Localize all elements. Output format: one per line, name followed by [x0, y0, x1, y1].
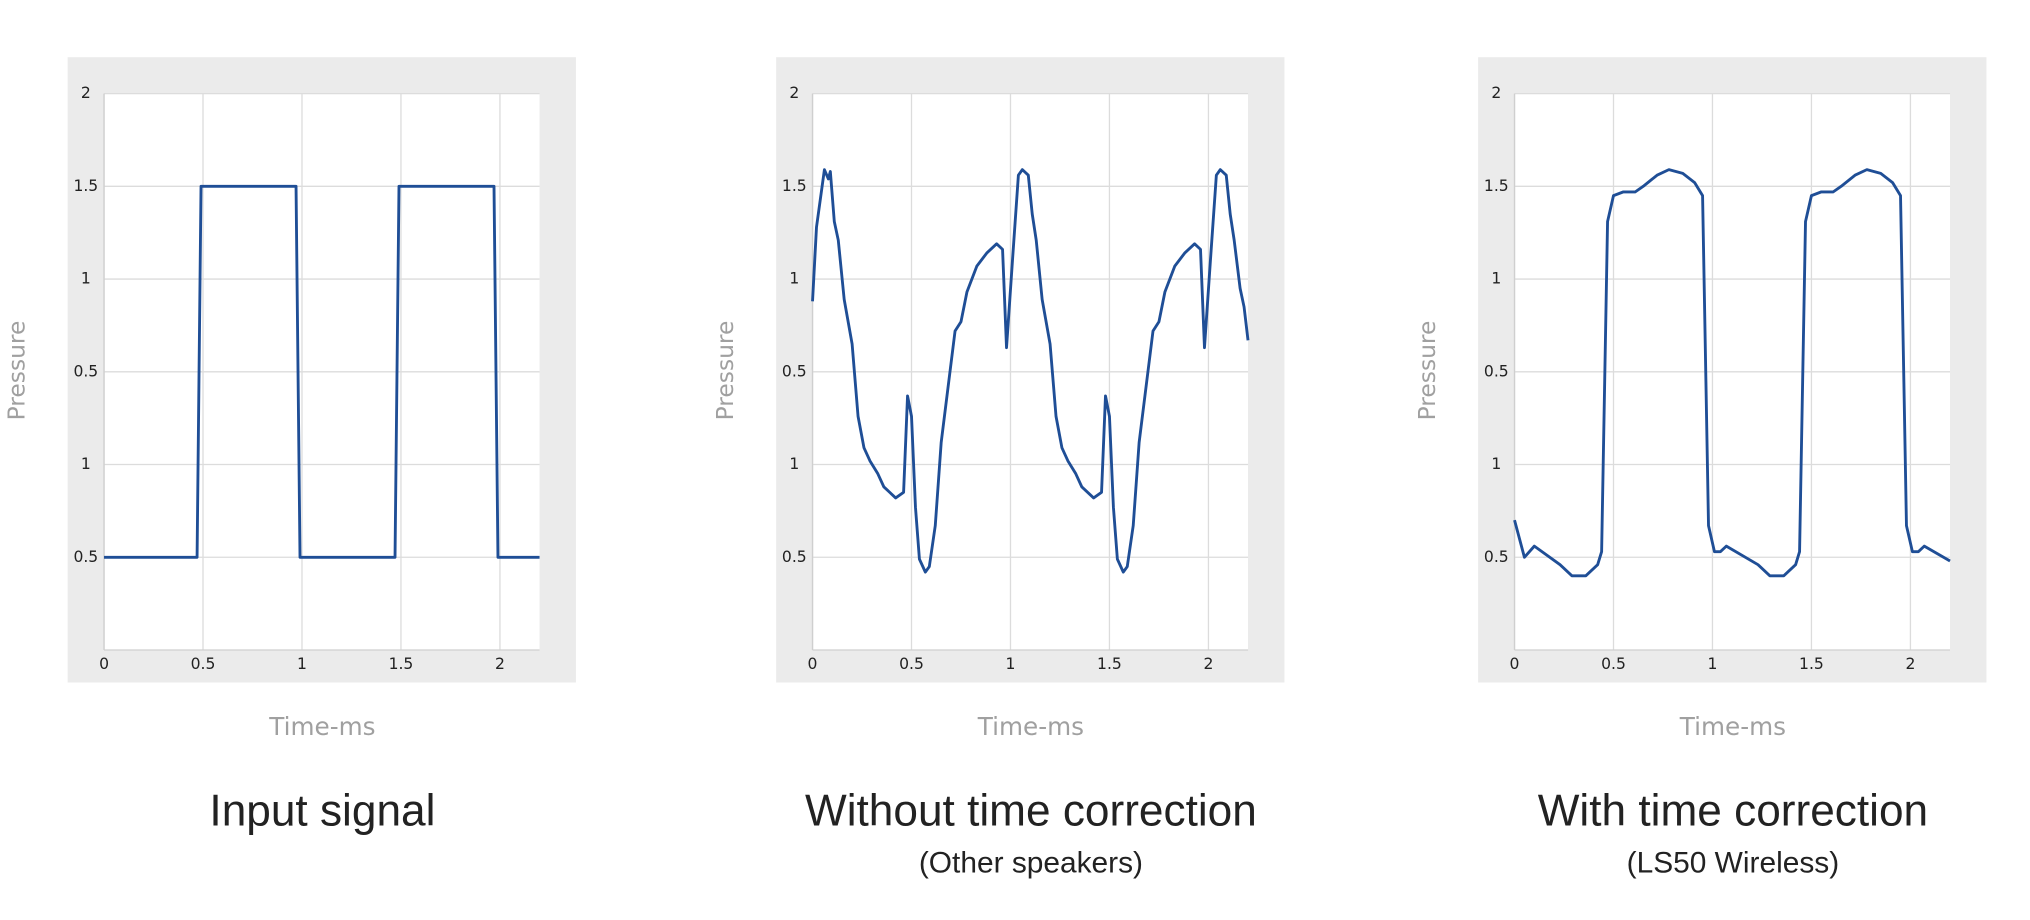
signal-line [104, 184, 540, 559]
x-tick-label: 0.5 [191, 655, 216, 673]
chart-subtitle: (Other speakers) [919, 846, 1143, 879]
y-axis-label: Pressure [711, 321, 739, 421]
x-tick-label: 0 [99, 655, 109, 673]
y-tick-label: 2 [789, 84, 799, 102]
y-tick-label: 1.5 [1484, 177, 1509, 195]
y-tick-label: 2 [81, 84, 91, 102]
chart-title: Without time correction [805, 786, 1257, 835]
chart-title: Input signal [209, 786, 435, 835]
y-tick-label: 0.5 [1484, 362, 1509, 380]
x-tick-label: 2 [1905, 655, 1915, 673]
y-axis-label: Pressure [3, 321, 31, 421]
y-tick-label: 1 [81, 270, 91, 288]
x-tick-label: 1 [1006, 655, 1016, 673]
y-tick-label: 1.5 [782, 177, 807, 195]
x-tick-label: 1.5 [1799, 655, 1824, 673]
x-tick-label: 2 [1203, 655, 1213, 673]
chart-title: With time correction [1538, 786, 1928, 835]
y-tick-label: 2 [1491, 84, 1501, 102]
x-tick-label: 1.5 [1097, 655, 1122, 673]
x-tick-label: 1 [297, 655, 307, 673]
signal-line [811, 168, 1250, 574]
x-tick-label: 0.5 [1601, 655, 1626, 673]
y-tick-label: 0.5 [782, 362, 807, 380]
y-tick-label: 1 [81, 455, 91, 473]
x-tick-label: 1 [1708, 655, 1718, 673]
y-tick-label: 1 [789, 455, 799, 473]
y-tick-label: 0.5 [73, 362, 98, 380]
x-tick-label: 0 [808, 655, 818, 673]
y-tick-label: 0.5 [782, 548, 807, 566]
y-tick-label: 1.5 [73, 177, 98, 195]
y-tick-label: 0.5 [1484, 548, 1509, 566]
x-tick-label: 0.5 [899, 655, 924, 673]
x-axis-label: Time-ms [268, 712, 375, 741]
y-tick-label: 1 [789, 270, 799, 288]
signal-line [1513, 168, 1951, 578]
y-axis-label: Pressure [1413, 321, 1441, 421]
x-tick-label: 1.5 [389, 655, 414, 673]
x-axis-label: Time-ms [1679, 712, 1786, 741]
x-tick-label: 0 [1510, 655, 1520, 673]
y-tick-label: 0.5 [73, 548, 98, 566]
x-tick-label: 2 [495, 655, 505, 673]
y-tick-label: 1 [1491, 455, 1501, 473]
x-axis-label: Time-ms [977, 712, 1084, 741]
y-tick-label: 1 [1491, 270, 1501, 288]
chart-subtitle: (LS50 Wireless) [1627, 846, 1839, 879]
